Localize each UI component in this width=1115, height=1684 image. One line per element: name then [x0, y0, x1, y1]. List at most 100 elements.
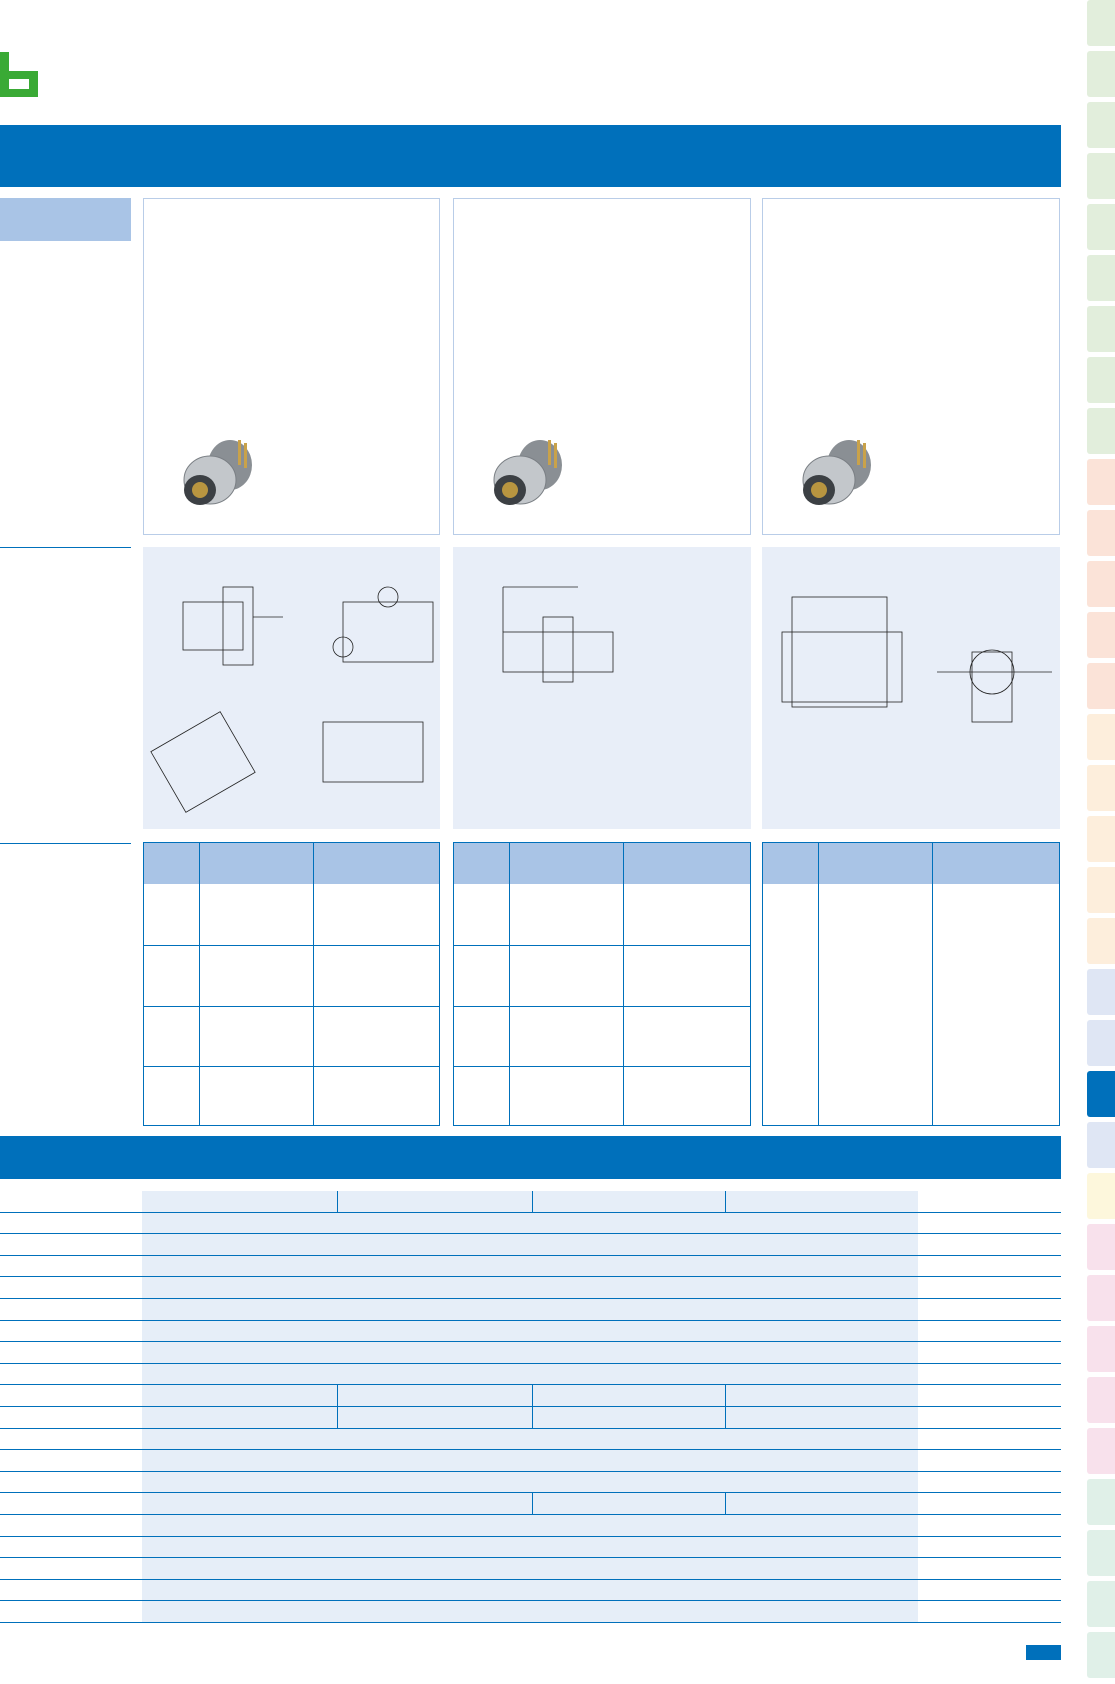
section-tag	[0, 198, 131, 241]
contacts	[192, 482, 208, 498]
side-tab	[1087, 1275, 1115, 1321]
table	[762, 842, 1060, 1126]
spec-divider	[337, 1407, 338, 1428]
outline	[791, 596, 888, 708]
spec-rule	[0, 1254, 1061, 1256]
table	[453, 842, 751, 1126]
spec-rule	[0, 1319, 1061, 1321]
product-photo	[493, 440, 562, 505]
outline	[781, 631, 903, 703]
section-bar	[0, 1136, 1061, 1179]
spec-shade	[142, 1471, 918, 1493]
table-divider	[509, 843, 510, 1125]
spec-shade	[142, 1450, 918, 1471]
logo	[0, 52, 38, 97]
table-divider	[623, 843, 624, 1125]
spec-rule	[0, 1470, 1061, 1472]
side-tab	[1087, 306, 1115, 352]
spec-divider	[532, 1493, 533, 1514]
spec-divider	[725, 1493, 726, 1514]
side-tab	[1087, 153, 1115, 199]
outline	[332, 636, 354, 658]
spec-rule	[0, 1600, 1061, 1602]
side-tab	[1087, 459, 1115, 505]
side-tab	[1087, 1122, 1115, 1168]
spec-rule	[0, 1276, 1061, 1278]
spec-shade	[142, 1515, 918, 1536]
contacts	[502, 482, 518, 498]
outline	[150, 711, 256, 813]
table-rule	[143, 945, 440, 946]
spec-shade	[142, 1212, 918, 1234]
logo-shape	[0, 52, 38, 97]
spec-divider	[725, 1191, 726, 1212]
spec-shade	[142, 1342, 918, 1363]
outline	[322, 721, 424, 783]
table-divider	[818, 843, 819, 1125]
side-tab	[1087, 561, 1115, 607]
side-tab	[1087, 918, 1115, 964]
outline	[542, 616, 574, 683]
pin	[863, 443, 866, 468]
spec-shade	[142, 1601, 918, 1622]
table-divider	[199, 843, 200, 1125]
outline	[502, 631, 614, 673]
spec-divider	[337, 1385, 338, 1406]
side-tab	[1087, 765, 1115, 811]
side-tab	[1087, 1020, 1115, 1066]
product-photo	[802, 440, 871, 505]
contacts	[811, 482, 827, 498]
side-tab	[1087, 408, 1115, 454]
spec-rule	[0, 1233, 1061, 1235]
side-tab	[1087, 867, 1115, 913]
side-tab	[1087, 51, 1115, 97]
spec-shade	[142, 1320, 918, 1342]
spec-rule	[0, 1514, 1061, 1515]
side-tab	[1087, 714, 1115, 760]
spec-shade	[142, 1277, 918, 1298]
side-tab	[1087, 1224, 1115, 1270]
side-tab	[1087, 1428, 1115, 1474]
table	[143, 842, 440, 1126]
side-tab	[1087, 510, 1115, 556]
side-tab	[1087, 0, 1115, 46]
page-number-box	[1026, 1645, 1061, 1660]
side-tab	[1087, 1377, 1115, 1423]
spec-shade	[142, 1385, 918, 1406]
table-header	[454, 843, 750, 884]
side-tab	[1087, 1173, 1115, 1219]
table-rule	[453, 1066, 751, 1067]
side-tab	[1087, 204, 1115, 250]
spec-divider	[532, 1385, 533, 1406]
spec-divider	[725, 1385, 726, 1406]
spec-rule	[0, 1211, 1061, 1213]
table-rule	[143, 1066, 440, 1067]
spec-rule	[0, 1557, 1061, 1559]
side-tab	[1087, 357, 1115, 403]
table-rule	[453, 1006, 751, 1007]
outline	[222, 586, 254, 666]
spec-divider	[725, 1407, 726, 1428]
side-tab	[1087, 255, 1115, 301]
side-tab	[1087, 612, 1115, 658]
spec-rule	[0, 1622, 1061, 1623]
spec-shade	[142, 1191, 918, 1212]
table-header	[763, 843, 1059, 884]
spec-shade	[142, 1558, 918, 1579]
outline	[377, 586, 399, 608]
rule	[0, 843, 131, 844]
side-tab	[1087, 969, 1115, 1015]
side-tab	[1087, 1326, 1115, 1372]
side-tab	[1087, 1632, 1115, 1678]
side-tab	[1087, 1479, 1115, 1525]
pin	[548, 440, 551, 465]
side-tab	[1087, 1530, 1115, 1576]
spec-rule	[0, 1298, 1061, 1299]
technical-drawing	[150, 586, 434, 813]
table-header	[144, 843, 439, 884]
spec-shade	[142, 1255, 918, 1277]
pin	[238, 440, 241, 465]
spec-shade	[142, 1536, 918, 1558]
spec-shade	[142, 1234, 918, 1255]
outline	[182, 601, 244, 651]
